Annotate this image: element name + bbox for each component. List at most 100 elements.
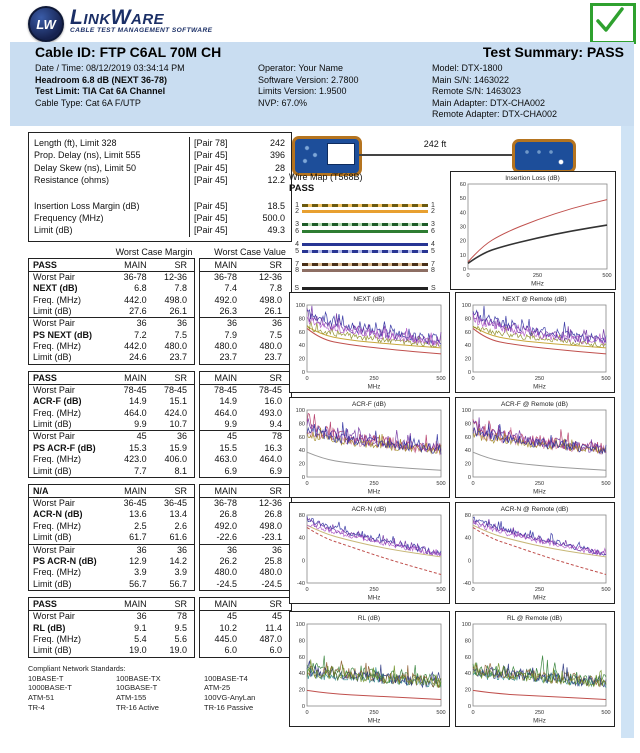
measure-value: 500.0 <box>262 212 285 223</box>
results-section-acrf: PASS MAIN SR Worst Pair 78-45 78-45 ACR-F (dB)… <box>28 370 292 478</box>
margin-block: Worst Pair 78-45 78-45 ACR-F (dB) 14.9 15.1 Fr… <box>29 385 194 431</box>
svg-text:0: 0 <box>468 704 471 710</box>
results-row: Limit (dB) 27.6 26.1 <box>29 306 194 317</box>
margin-sr-value: 424.0 <box>164 407 187 418</box>
wire-map-title: Wire Map (T568B) <box>289 172 363 182</box>
chart-title: ACR-N @ Remote (dB) <box>501 506 569 513</box>
measure-row: Resistance (ohms) [Pair 45] 12.2 <box>29 174 291 187</box>
svg-text:20: 20 <box>465 688 471 694</box>
margin-main-value: 442.0 <box>124 341 147 352</box>
results-row: Freq. (MHz) 423.0 406.0 <box>29 454 194 465</box>
margin-main-value: 56.7 <box>129 578 147 589</box>
margin-main-value: 442.0 <box>124 294 147 305</box>
svg-text:40: 40 <box>299 536 305 542</box>
col-header-sr: SR <box>174 372 187 383</box>
svg-text:250: 250 <box>369 376 378 382</box>
header-info-column: Model: DTX-1800 Main S/N: 1463022 Remote S… <box>432 63 557 121</box>
value-main-value: 36-78 <box>213 497 237 508</box>
chart-title: NEXT @ Remote (dB) <box>502 296 566 303</box>
header-info-line: Model: DTX-1800 <box>432 63 503 73</box>
series-envelope <box>306 326 442 349</box>
results-row: PS ACR-N (dB) 12.9 14.2 <box>29 556 194 567</box>
measure-pair: [Pair 78] <box>189 137 241 150</box>
col-header-sr: SR <box>174 259 187 270</box>
noise-trace <box>306 659 442 688</box>
results-row-label: Limit (dB) <box>33 352 72 363</box>
value-block: 78-45 78-45 14.9 16.0 464.0 493.0 9.9 9.4 <box>200 385 291 431</box>
value-sr-value: 12-36 <box>258 271 282 282</box>
pass-checkmark-box <box>590 3 636 44</box>
svg-text:100: 100 <box>296 622 305 628</box>
margin-main-value: 9.1 <box>134 622 147 633</box>
margin-sr-value: 10.7 <box>169 419 187 430</box>
margin-sr-value: 2.6 <box>174 520 187 531</box>
results-row: Freq. (MHz) 464.0 424.0 <box>29 408 194 419</box>
value-main-value: 9.9 <box>224 419 237 430</box>
chart-next_rem: NEXT @ Remote (dB) 0 20 40 60 80 100 0 250 500 MHz <box>455 292 615 393</box>
results-row: Limit (dB) 19.0 19.0 <box>29 645 194 656</box>
measure-label: Delay Skew (ns), Limit 50 <box>34 162 137 173</box>
svg-text:40: 40 <box>465 536 471 542</box>
measure-label: Resistance (ohms) <box>34 175 110 186</box>
value-table: MAIN SR 45 45 10.2 11.4 445.0 487.0 6.0 6.0 <box>199 597 292 658</box>
series-measured <box>467 224 608 264</box>
results-row: Worst Pair 36 36 <box>29 318 194 329</box>
value-sr-value: 36 <box>271 544 282 555</box>
noise-trace <box>472 519 607 556</box>
main-tester-image <box>292 136 362 176</box>
svg-text:-40: -40 <box>463 581 471 587</box>
standards-row: ATM-51 ATM-155 100VG-AnyLan <box>28 693 292 703</box>
margin-sr-value: 14.2 <box>169 555 187 566</box>
col-header-main: MAIN <box>214 259 238 270</box>
results-row: 26.2 25.8 <box>200 556 291 567</box>
results-row: Limit (dB) 7.7 8.1 <box>29 466 194 477</box>
results-row: 6.0 6.0 <box>200 645 291 656</box>
chart-rl_main: RL (dB) 0 20 40 60 80 100 0 250 500 MHz <box>289 611 450 727</box>
margin-main-value: 423.0 <box>124 454 147 465</box>
results-row-label: Worst Pair <box>33 318 75 329</box>
svg-text:250: 250 <box>535 376 544 382</box>
value-sr-value: 487.0 <box>259 633 282 644</box>
margin-main-value: 19.0 <box>129 645 147 656</box>
svg-text:0: 0 <box>468 558 471 564</box>
value-block: 45 78 15.5 16.3 463.0 464.0 6.9 6.9 <box>200 430 291 477</box>
results-row-label: Worst Pair <box>33 611 75 622</box>
series-limit <box>467 199 608 263</box>
svg-text:0: 0 <box>466 273 469 279</box>
svg-text:80: 80 <box>299 421 305 427</box>
svg-text:0: 0 <box>302 370 305 376</box>
svg-text:MHz: MHz <box>368 489 381 496</box>
logo-tagline: CABLE TEST MANAGEMENT SOFTWARE <box>70 27 213 34</box>
svg-text:80: 80 <box>299 638 305 644</box>
wire-line <box>302 263 428 267</box>
margin-sr-value: 7.5 <box>174 329 187 340</box>
header-info-line: Software Version: 2.7800 <box>258 74 359 85</box>
series-limit <box>306 451 442 471</box>
svg-text:60: 60 <box>299 435 305 441</box>
results-row: Worst Pair 36-78 12-36 <box>29 272 194 283</box>
page-edge-strip <box>621 126 634 738</box>
value-main-value: 463.0 <box>214 454 237 465</box>
svg-text:20: 20 <box>299 688 305 694</box>
noise-trace <box>306 316 442 347</box>
margin-main-value: 464.0 <box>124 407 147 418</box>
svg-text:0: 0 <box>302 558 305 564</box>
main-tester-screen <box>327 143 355 165</box>
chart-canvas-next_main: NEXT (dB) 0 20 40 60 80 100 0 250 500 MHz <box>296 296 446 391</box>
results-row-label: Freq. (MHz) <box>33 567 81 578</box>
results-row: Worst Pair 78-45 78-45 <box>29 385 194 396</box>
wire-line <box>302 269 428 273</box>
results-row: Worst Pair 36-45 36-45 <box>29 498 194 509</box>
svg-text:0: 0 <box>305 710 308 716</box>
series-limit <box>472 527 607 575</box>
header-summary-band: Cable ID: FTP C6AL 70M CH Test Summary: … <box>10 42 634 126</box>
measure-value: 12.2 <box>267 175 285 186</box>
standard-item: ATM-51 <box>28 693 55 703</box>
margin-main-value: 12.9 <box>129 555 147 566</box>
wire-pin-left: 6 <box>295 227 299 235</box>
header-info-line: Main Adapter: DTX-CHA002 <box>432 97 546 108</box>
value-sr-value: 7.5 <box>269 329 282 340</box>
